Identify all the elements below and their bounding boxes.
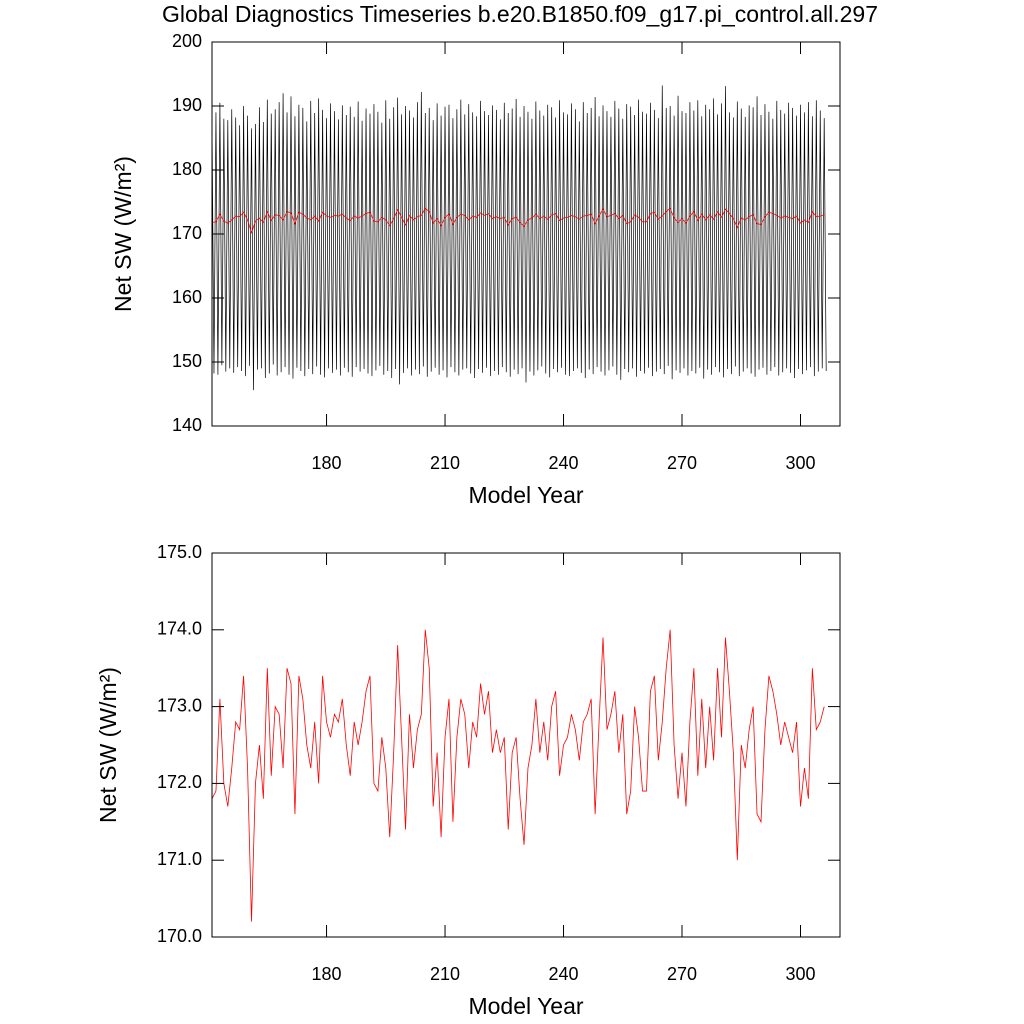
x-tick-label: 270 (667, 453, 697, 473)
y-tick-label: 140 (172, 415, 202, 435)
y-tick-label: 180 (172, 159, 202, 179)
y-tick-label: 190 (172, 95, 202, 115)
x-tick-label: 210 (430, 964, 460, 984)
y-axis-label: Net SW (W/m²) (110, 156, 136, 312)
y-tick-label: 200 (172, 31, 202, 51)
x-tick-label: 180 (312, 964, 342, 984)
y-tick-label: 150 (172, 351, 202, 371)
x-tick-label: 240 (548, 453, 578, 473)
y-tick-label: 160 (172, 287, 202, 307)
y-tick-label: 170 (172, 223, 202, 243)
series-line (211, 629, 825, 922)
y-tick-label: 170.0 (157, 926, 202, 946)
y-tick-label: 173.0 (157, 695, 202, 715)
x-tick-label: 270 (667, 964, 697, 984)
chart-title: Global Diagnostics Timeseries b.e20.B185… (162, 1, 878, 27)
x-axis-label: Model Year (468, 482, 583, 508)
series-line (211, 207, 825, 235)
y-tick-label: 172.0 (157, 772, 202, 792)
y-tick-label: 175.0 (157, 542, 202, 562)
x-tick-label: 300 (785, 453, 815, 473)
x-tick-label: 240 (548, 964, 578, 984)
plot-frame (211, 552, 841, 938)
x-tick-label: 180 (312, 453, 342, 473)
y-tick-label: 171.0 (157, 849, 202, 869)
x-tick-label: 210 (430, 453, 460, 473)
x-axis-label: Model Year (468, 993, 583, 1019)
series-line (211, 85, 827, 391)
y-axis-label: Net SW (W/m²) (95, 667, 121, 823)
x-tick-label: 300 (785, 964, 815, 984)
y-tick-label: 174.0 (157, 619, 202, 639)
